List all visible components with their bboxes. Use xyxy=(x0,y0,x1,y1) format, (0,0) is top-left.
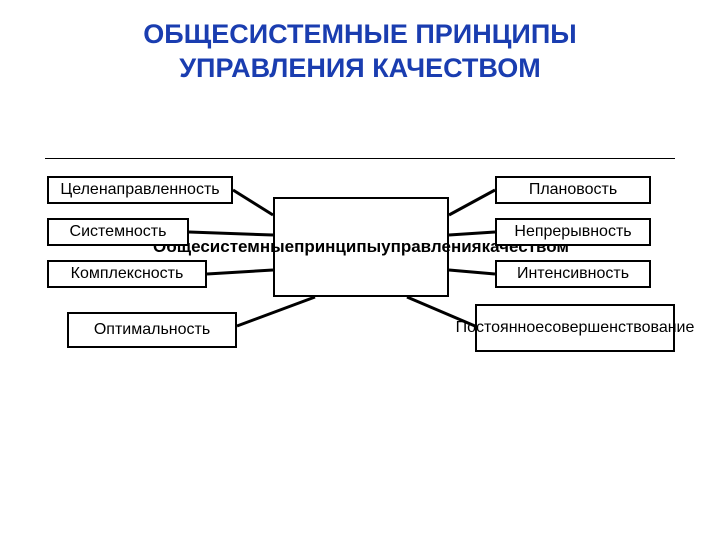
left-box-3: Оптимальность xyxy=(67,312,237,348)
title-line2: УПРАВЛЕНИЯ КАЧЕСТВОМ xyxy=(0,52,720,86)
left-box-2: Комплексность xyxy=(47,260,207,288)
right-box-2: Интенсивность xyxy=(495,260,651,288)
left-box-0: Целенаправленность xyxy=(47,176,233,204)
title-line1: ОБЩЕСИСТЕМНЫЕ ПРИНЦИПЫ xyxy=(0,18,720,52)
page-title: ОБЩЕСИСТЕМНЫЕ ПРИНЦИПЫ УПРАВЛЕНИЯ КАЧЕСТ… xyxy=(0,18,720,86)
left-box-1: Системность xyxy=(47,218,189,246)
right-box-3: Постоянноесовершенствование xyxy=(475,304,675,352)
right-box-1: Непрерывность xyxy=(495,218,651,246)
right-box-0: Плановость xyxy=(495,176,651,204)
center-box: Общесистемныепринципыуправлениякачеством xyxy=(273,197,449,297)
diagram-container: Общесистемныепринципыуправлениякачеством… xyxy=(35,150,685,430)
